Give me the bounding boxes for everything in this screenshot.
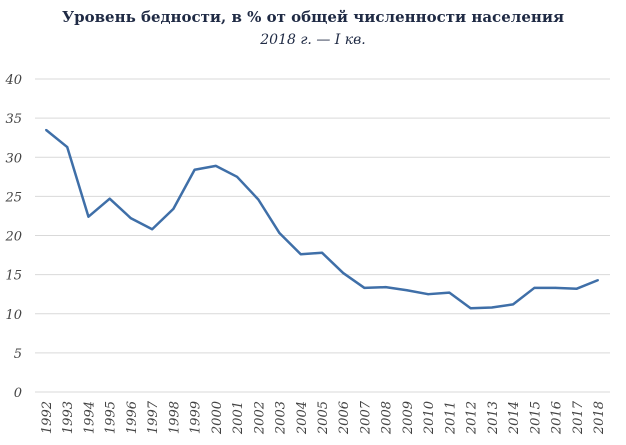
x-tick-label: 2002 — [252, 401, 267, 435]
y-tick-label: 15 — [5, 269, 22, 284]
x-tick-label: 2013 — [486, 401, 501, 435]
data-point — [172, 207, 175, 210]
x-tick-label: 2007 — [358, 400, 373, 435]
data-point — [469, 307, 472, 310]
y-tick-label: 0 — [14, 386, 22, 401]
x-tick-label: 1994 — [82, 401, 97, 434]
data-point — [512, 303, 515, 306]
data-point — [278, 232, 281, 235]
series-line — [45, 128, 599, 310]
y-tick-label: 25 — [4, 190, 22, 205]
data-point — [257, 198, 260, 201]
data-point — [554, 286, 557, 289]
x-tick-label: 1996 — [125, 401, 140, 434]
x-tick-label: 1995 — [104, 401, 119, 434]
data-point — [363, 286, 366, 289]
y-tick-label: 20 — [4, 230, 22, 245]
data-point — [427, 293, 430, 296]
x-tick-label: 2016 — [550, 401, 565, 435]
x-tick-label: 1992 — [40, 401, 55, 434]
x-tick-label: 2012 — [465, 401, 480, 435]
data-point — [129, 217, 132, 220]
x-tick-label: 2009 — [401, 401, 416, 435]
x-tick-label: 2015 — [528, 401, 543, 435]
x-tick-label: 2008 — [380, 401, 395, 435]
chart-subtitle: 2018 г. — I кв. — [260, 32, 366, 48]
data-point — [193, 168, 196, 171]
data-point — [45, 128, 47, 131]
data-point — [342, 272, 345, 275]
data-point — [108, 197, 111, 200]
x-tick-label: 2011 — [443, 401, 458, 435]
y-tick-label: 30 — [5, 151, 22, 166]
data-point — [321, 251, 323, 254]
x-tick-label: 2001 — [231, 401, 246, 435]
data-point — [533, 286, 536, 289]
data-point — [87, 215, 90, 218]
x-tick-label: 1997 — [146, 400, 161, 434]
y-tick-label: 35 — [5, 112, 22, 127]
x-tick-label: 2018 — [592, 401, 607, 435]
data-point — [384, 286, 387, 289]
x-tick-label: 2003 — [274, 401, 289, 435]
data-point — [405, 289, 408, 292]
y-tick-label: 10 — [5, 308, 22, 323]
chart-title: Уровень бедности, в % от общей численнос… — [61, 8, 565, 26]
data-point — [575, 287, 578, 290]
data-point — [214, 164, 217, 167]
data-point — [151, 228, 154, 231]
x-tick-label: 2000 — [210, 401, 225, 435]
x-tick-label: 1999 — [189, 401, 204, 434]
data-point — [490, 306, 493, 309]
x-tick-label: 1998 — [167, 401, 182, 434]
x-tick-label: 2006 — [337, 401, 352, 435]
x-tick-label: 1993 — [61, 401, 76, 434]
x-tick-label: 2004 — [295, 401, 310, 435]
y-tick-label: 5 — [14, 347, 22, 362]
x-tick-label: 2017 — [571, 400, 586, 435]
data-point — [236, 175, 239, 178]
x-tick-label: 2010 — [422, 401, 437, 435]
data-point — [448, 291, 451, 294]
x-tick-label: 2005 — [316, 401, 331, 435]
data-point — [66, 146, 69, 149]
x-tick-label: 2014 — [507, 401, 522, 435]
data-point — [299, 253, 302, 256]
y-tick-label: 40 — [4, 73, 22, 88]
data-point — [597, 279, 599, 282]
